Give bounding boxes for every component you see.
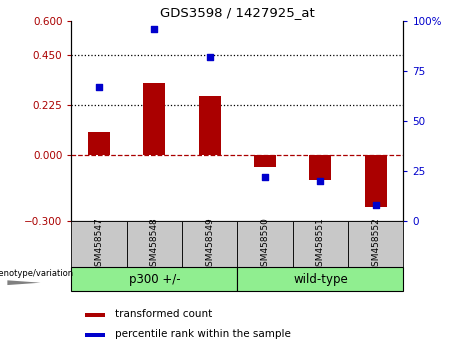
Point bbox=[317, 178, 324, 184]
Point bbox=[206, 55, 213, 60]
Bar bbox=[88, 132, 110, 155]
Text: genotype/variation: genotype/variation bbox=[0, 269, 73, 278]
Point bbox=[261, 175, 269, 180]
Text: GSM458550: GSM458550 bbox=[260, 217, 270, 272]
Bar bbox=[71, 267, 237, 291]
Bar bbox=[85, 333, 105, 337]
Bar bbox=[293, 221, 348, 267]
Bar bbox=[182, 221, 237, 267]
Bar bbox=[237, 267, 403, 291]
Polygon shape bbox=[7, 280, 41, 285]
Point bbox=[372, 202, 379, 208]
Text: transformed count: transformed count bbox=[115, 309, 212, 319]
Bar bbox=[237, 221, 293, 267]
Point bbox=[151, 27, 158, 32]
Bar bbox=[309, 155, 331, 180]
Bar bbox=[85, 313, 105, 317]
Bar bbox=[365, 155, 387, 207]
Bar bbox=[143, 84, 165, 155]
Text: GSM458548: GSM458548 bbox=[150, 217, 159, 272]
Text: percentile rank within the sample: percentile rank within the sample bbox=[115, 329, 290, 339]
Bar bbox=[199, 96, 221, 155]
Title: GDS3598 / 1427925_at: GDS3598 / 1427925_at bbox=[160, 6, 315, 19]
Text: GSM458551: GSM458551 bbox=[316, 217, 325, 272]
Point bbox=[95, 84, 103, 90]
Text: GSM458552: GSM458552 bbox=[371, 217, 380, 272]
Text: p300 +/-: p300 +/- bbox=[129, 273, 180, 286]
Bar bbox=[71, 221, 127, 267]
Bar bbox=[254, 155, 276, 167]
Text: GSM458549: GSM458549 bbox=[205, 217, 214, 272]
Bar bbox=[348, 221, 403, 267]
Text: GSM458547: GSM458547 bbox=[95, 217, 104, 272]
Bar bbox=[127, 221, 182, 267]
Text: wild-type: wild-type bbox=[293, 273, 348, 286]
